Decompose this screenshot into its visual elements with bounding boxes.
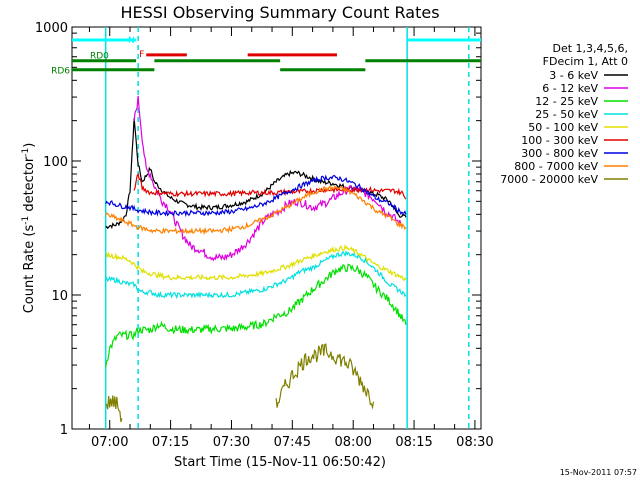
- y-tick-label: 10: [51, 289, 68, 304]
- legend-label-3: 25 - 50 keV: [535, 108, 598, 121]
- legend-header-1: Det 1,3,4,5,6,: [552, 42, 628, 55]
- legend-label-5: 100 - 300 keV: [521, 134, 598, 147]
- x-axis: 07:00 07:15 07:30 07:45 08:00 08:15 08:30: [88, 27, 494, 450]
- series-line-0: [105, 118, 407, 230]
- legend-label-7: 800 - 7000 keV: [514, 160, 598, 173]
- state-bar-label-f: F: [139, 50, 144, 60]
- state-bars: NF RD0 RD6: [51, 36, 481, 77]
- y-axis-label-part3: ): [22, 143, 37, 148]
- x-tick-label: 08:30: [456, 435, 493, 450]
- state-bar-label-rd6: RD6: [51, 67, 70, 77]
- legend-label-1: 6 - 12 keV: [542, 82, 598, 95]
- series-line-6: [105, 174, 407, 218]
- y-tick-label: 1: [60, 423, 68, 438]
- y-axis-label-part2: detector: [22, 156, 37, 216]
- chart-title: HESSI Observing Summary Count Rates: [120, 3, 439, 22]
- series-line-4: [105, 243, 407, 282]
- series-line-2: [105, 263, 407, 368]
- legend-header-2: FDecim 1, Att 0: [543, 55, 628, 68]
- plot-frame: [71, 26, 482, 430]
- x-tick-label: 07:00: [91, 435, 128, 450]
- series-line-8: [105, 395, 123, 423]
- series-lines: [105, 95, 407, 423]
- legend-label-8: 7000 - 20000 keV: [500, 173, 598, 186]
- state-bar-label-rd0: RD0: [90, 52, 109, 62]
- y-axis-label-sup1: -1: [21, 216, 31, 225]
- series-line-8: [275, 343, 375, 410]
- footer-timestamp: 15-Nov-2011 07:57: [560, 468, 637, 477]
- y-tick-label: 100: [43, 155, 68, 170]
- vertical-markers: [104, 27, 470, 429]
- series-line-5: [133, 172, 407, 200]
- y-axis-label: Count Rate (s-1 detector-1): [21, 143, 37, 314]
- y-axis-label-part1: Count Rate (s: [22, 225, 37, 314]
- legend: Det 1,3,4,5,6, FDecim 1, Att 0 3 - 6 keV…: [500, 42, 628, 186]
- state-bar-label-n: N: [128, 36, 135, 46]
- x-tick-label: 07:45: [274, 435, 311, 450]
- x-axis-label: Start Time (15-Nov-11 06:50:42): [174, 455, 386, 470]
- legend-label-2: 12 - 25 keV: [535, 95, 598, 108]
- series-line-7: [105, 185, 407, 236]
- legend-label-0: 3 - 6 keV: [549, 69, 598, 82]
- legend-label-6: 300 - 800 keV: [521, 147, 598, 160]
- y-tick-label: 1000: [35, 21, 68, 36]
- y-axis-label-sup2: -1: [21, 148, 31, 157]
- x-tick-label: 08:15: [395, 435, 432, 450]
- legend-label-4: 50 - 100 keV: [528, 121, 598, 134]
- series-line-1: [133, 95, 403, 262]
- series-line-3: [105, 249, 407, 300]
- x-tick-label: 07:30: [213, 435, 250, 450]
- x-tick-label: 07:15: [152, 435, 189, 450]
- y-axis: 1 10 100 1000: [35, 21, 481, 438]
- x-tick-label: 08:00: [334, 435, 371, 450]
